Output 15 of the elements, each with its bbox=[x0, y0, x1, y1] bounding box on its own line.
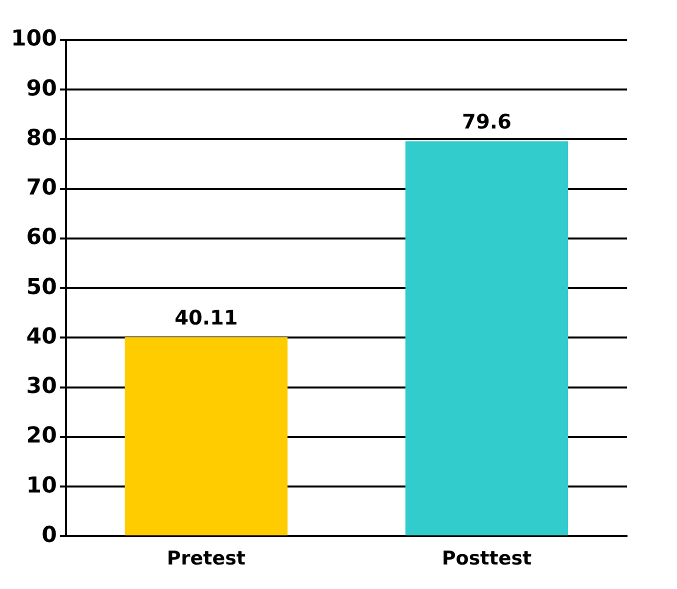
y-tick-label: 0 bbox=[42, 522, 57, 548]
x-tick-label: Pretest bbox=[166, 548, 246, 570]
data-label: 40.11 bbox=[174, 305, 238, 330]
x-tick-label: Posttest bbox=[442, 548, 532, 570]
y-tick-label: 80 bbox=[26, 126, 57, 151]
y-tick-label: 100 bbox=[10, 26, 57, 52]
y-tick-label: 20 bbox=[26, 424, 57, 449]
y-tick-label: 50 bbox=[26, 274, 57, 300]
y-tick-label: 10 bbox=[26, 473, 57, 498]
data-label: 79.6 bbox=[462, 109, 512, 134]
y-tick-label: 60 bbox=[26, 225, 57, 250]
y-tick-label: 40 bbox=[26, 324, 57, 350]
y-tick-label: 70 bbox=[26, 176, 57, 201]
y-tick-label: 30 bbox=[26, 374, 57, 400]
y-tick-label: 90 bbox=[26, 76, 57, 102]
